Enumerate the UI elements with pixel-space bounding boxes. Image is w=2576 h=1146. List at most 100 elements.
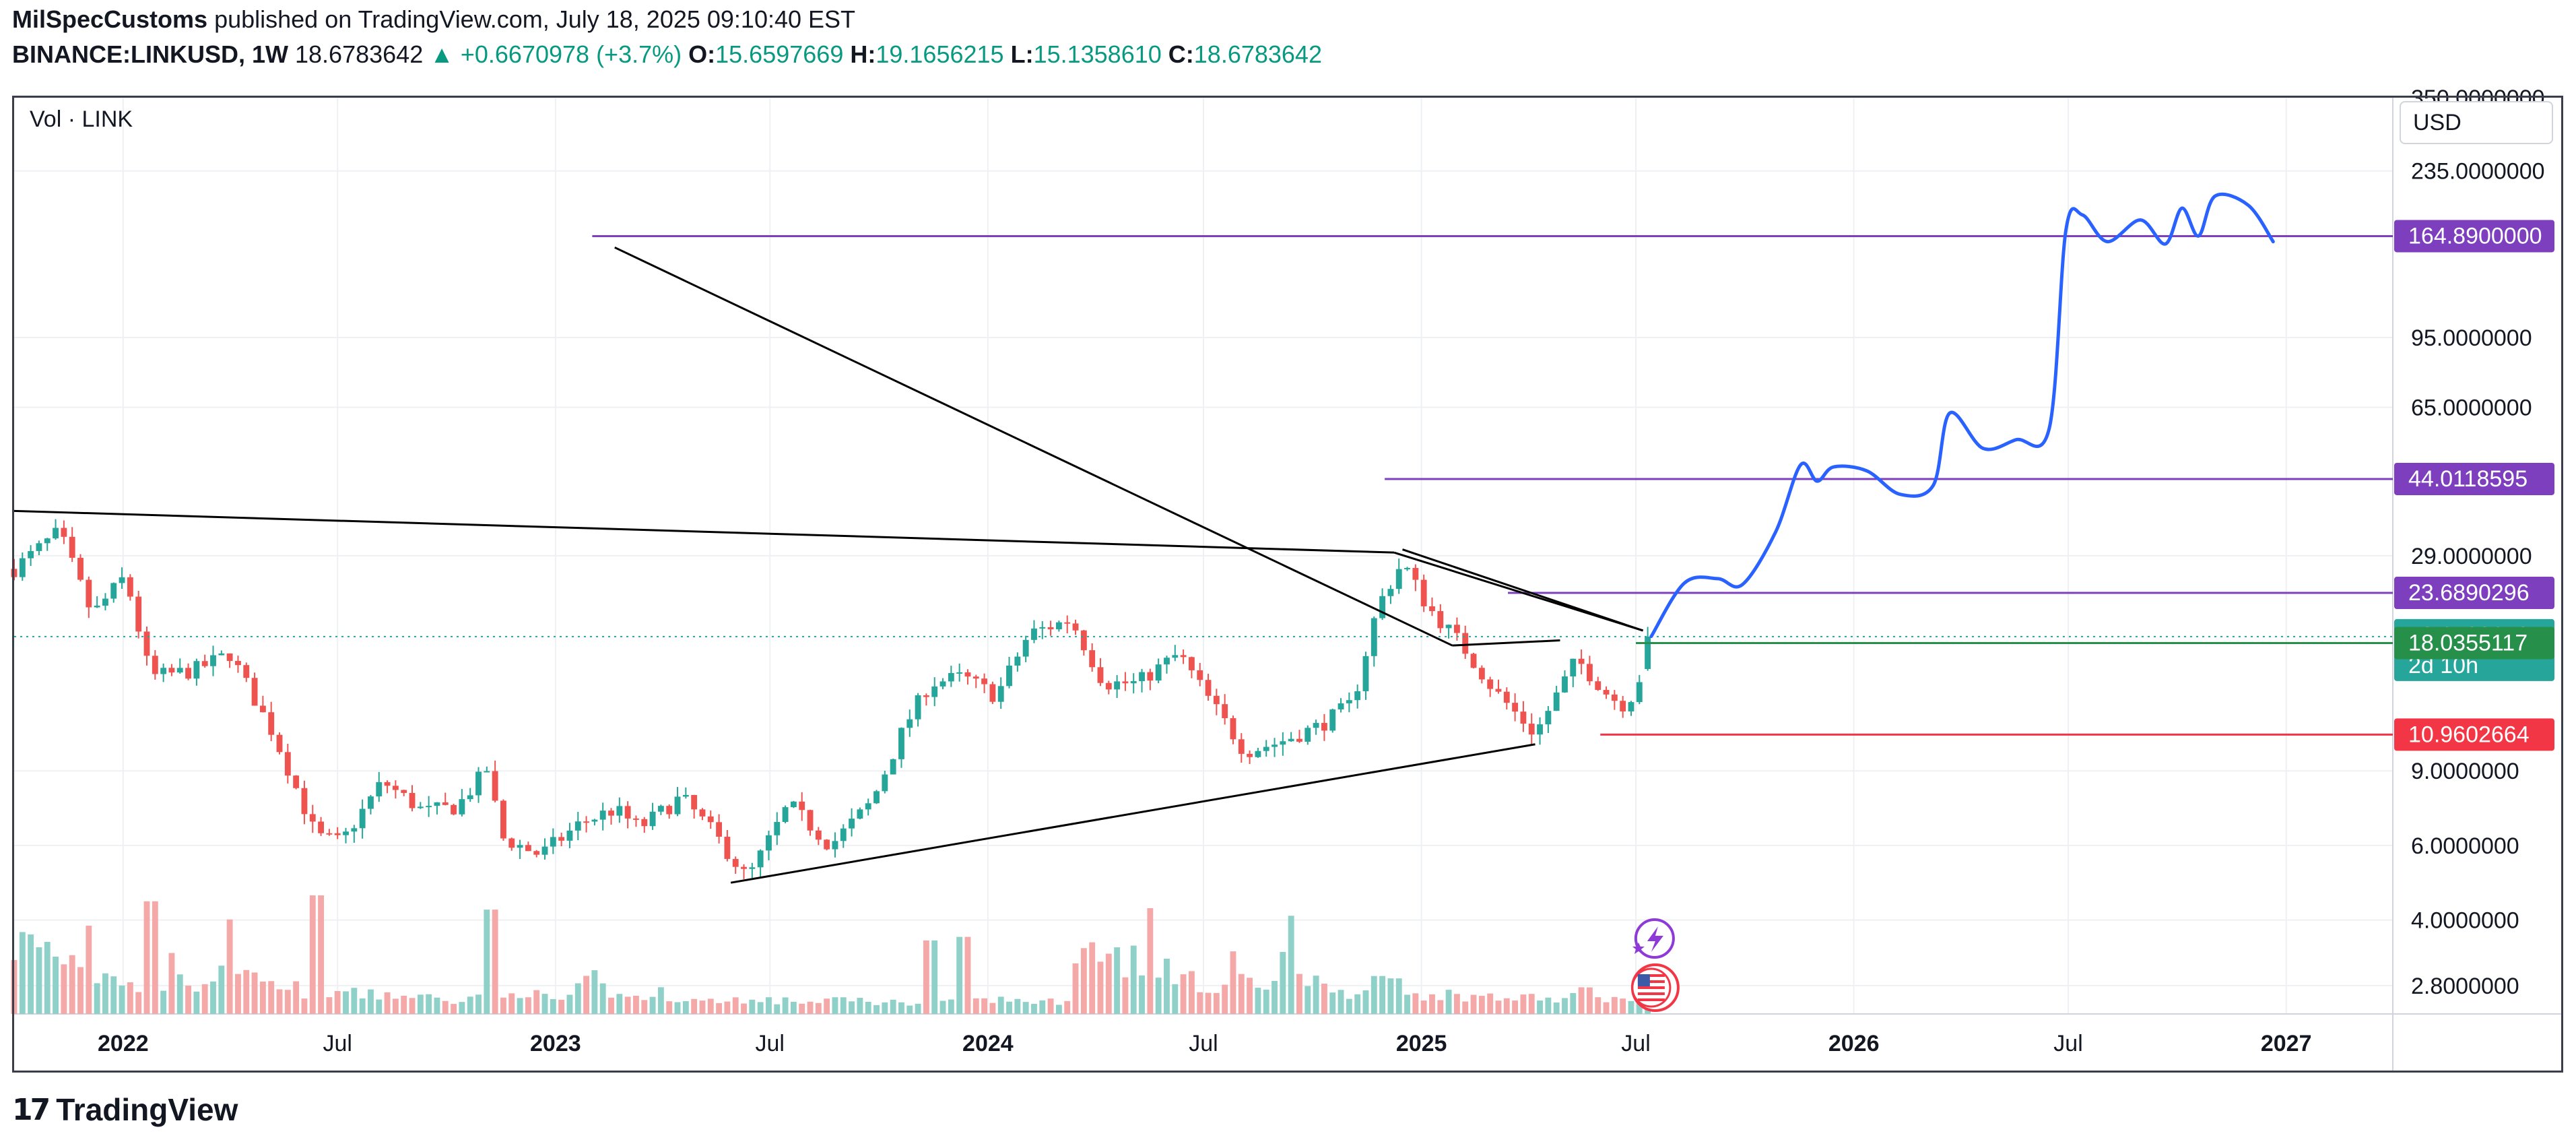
volume-bar	[318, 895, 325, 1014]
candle-body	[1222, 704, 1228, 718]
price-badge-bg	[2394, 718, 2554, 751]
candle-body	[691, 795, 698, 810]
volume-bar	[857, 998, 863, 1014]
candle-body	[1272, 744, 1278, 747]
trendline	[730, 743, 1535, 884]
candle-body	[1039, 627, 1046, 629]
time-axis-label: Jul	[1621, 1031, 1650, 1056]
candle-body	[1304, 728, 1311, 742]
flag-stripe	[1637, 992, 1665, 995]
volume-bar	[1304, 986, 1311, 1014]
candle-body	[533, 851, 540, 855]
symbol-label[interactable]: BINANCE:LINKUSD, 1W	[12, 40, 288, 68]
volume-bar	[732, 997, 739, 1014]
candle-body	[1130, 680, 1137, 684]
candle-body	[873, 791, 880, 804]
volume-bar	[1387, 978, 1394, 1014]
candle-body	[1429, 606, 1435, 612]
candle-body	[649, 811, 656, 827]
candle-body	[849, 819, 855, 829]
symbol-line: BINANCE:LINKUSD, 1W 18.6783642 ▲ +0.6670…	[12, 40, 1322, 69]
trendline	[13, 509, 1395, 554]
candle-body	[351, 828, 358, 832]
volume-legend[interactable]: Vol · LINK	[30, 106, 133, 132]
volume-bar	[707, 998, 714, 1014]
candle-body	[442, 802, 449, 805]
volume-bar	[591, 970, 598, 1014]
candle-body	[152, 656, 158, 674]
price-badge-bg	[2394, 627, 2554, 660]
candle-body	[492, 771, 498, 801]
currency-selector[interactable]: USD	[2400, 101, 2553, 144]
volume-bar	[210, 981, 216, 1014]
volume-bar	[1164, 958, 1170, 1014]
candle-body	[1172, 655, 1179, 658]
time-axis-label: 2022	[98, 1031, 149, 1056]
candle-body	[550, 837, 556, 847]
candle-body	[1205, 680, 1212, 696]
candle-body	[948, 672, 954, 682]
volume-bar	[1238, 974, 1245, 1014]
volume-bar	[1512, 1000, 1519, 1014]
candle-body	[185, 668, 192, 679]
volume-bar	[1628, 1000, 1634, 1014]
candle-body	[1553, 692, 1560, 711]
volume-bar	[1072, 963, 1079, 1014]
volume-bar	[1147, 908, 1154, 1014]
candle-body	[1006, 665, 1012, 687]
candle-body	[143, 631, 150, 656]
price-badge: 164.8900000	[2394, 220, 2554, 253]
open-value: 15.6597669	[715, 40, 844, 68]
candle-body	[633, 818, 639, 820]
candle-body	[334, 833, 341, 835]
candle-body	[1603, 690, 1610, 695]
candle-body	[1503, 691, 1510, 703]
volume-bar	[44, 941, 51, 1014]
volume-bar	[459, 1002, 465, 1014]
volume-bar	[1130, 945, 1137, 1014]
volume-bar	[1263, 989, 1269, 1014]
candle-body	[1321, 723, 1327, 731]
volume-bar	[1222, 984, 1228, 1014]
candle-body	[401, 790, 407, 793]
volume-bar	[1337, 990, 1344, 1014]
candle-body	[906, 719, 913, 728]
candle-body	[19, 558, 26, 577]
candle-body	[574, 821, 581, 831]
price-badge-text: 164.8900000	[2408, 223, 2542, 249]
candle-body	[1313, 723, 1319, 728]
author-name[interactable]: MilSpecCustoms	[12, 5, 208, 33]
volume-bar	[176, 974, 183, 1014]
volume-bar	[1155, 978, 1162, 1014]
candle-body	[1346, 700, 1352, 703]
volume-bar	[1105, 953, 1112, 1014]
price-axis-label: 29.0000000	[2411, 544, 2532, 569]
volume-bar	[782, 997, 789, 1014]
candle-body	[790, 801, 797, 808]
candle-body	[566, 830, 573, 841]
candle-body	[284, 752, 291, 776]
candle-body	[86, 579, 92, 608]
candle-body	[741, 866, 747, 869]
candle-body	[1031, 628, 1037, 640]
candle-body	[293, 775, 300, 788]
volume-bar	[724, 1001, 731, 1014]
volume-bar	[832, 997, 838, 1014]
footer-brand[interactable]: 𝟭𝟳 TradingView	[12, 1091, 238, 1128]
candle-body	[981, 678, 988, 685]
volume-bar	[1296, 974, 1302, 1014]
volume-bar	[1213, 992, 1220, 1014]
volume-bar	[259, 981, 266, 1014]
volume-bar	[409, 998, 416, 1014]
volume-bar	[989, 1002, 996, 1014]
candle-body	[1370, 618, 1377, 656]
volume-bar	[541, 994, 548, 1014]
volume-bar	[343, 991, 349, 1014]
candle-body	[1337, 703, 1344, 710]
candle-body	[392, 786, 399, 790]
volume-bar	[1080, 948, 1087, 1014]
volume-bar	[484, 910, 490, 1014]
candle-body	[890, 759, 896, 775]
flag-canton	[1637, 974, 1650, 986]
volume-bar	[1006, 1001, 1012, 1014]
